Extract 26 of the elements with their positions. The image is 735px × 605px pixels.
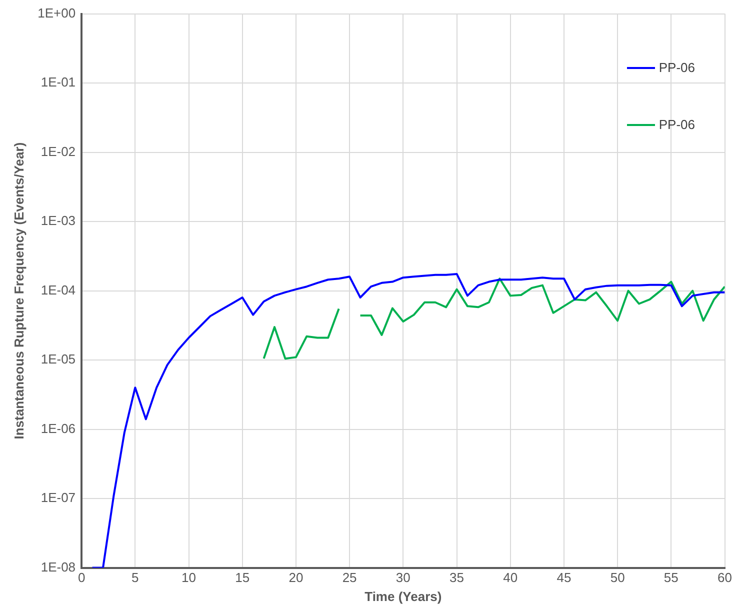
y-tick-label: 1E-03	[40, 213, 76, 228]
y-tick-label: 1E-07	[40, 490, 76, 506]
y-tick-label: 1E-05	[40, 352, 76, 367]
y-tick-label: 1E-06	[40, 420, 76, 436]
x-tick-label: 50	[610, 570, 625, 586]
legend-label: PP-06	[658, 60, 695, 75]
legend-label: PP-06	[658, 117, 695, 132]
y-tick-label: 1E-01	[40, 74, 76, 90]
x-tick-label: 40	[503, 570, 518, 586]
x-tick-label: 30	[396, 570, 410, 586]
x-tick-label: 60	[718, 570, 732, 586]
x-tick-label: 55	[664, 570, 678, 586]
x-tick-label: 45	[556, 570, 572, 586]
y-tick-label: 1E-08	[40, 559, 76, 574]
y-tick-label: 1E-04	[40, 282, 76, 298]
x-tick-label: 5	[132, 570, 139, 586]
x-tick-label: 15	[235, 570, 250, 586]
x-tick-label: 20	[288, 570, 304, 586]
x-axis-title: Time (Years)	[364, 588, 442, 604]
x-tick-label: 25	[342, 570, 357, 586]
x-tick-label: 0	[78, 570, 86, 586]
y-tick-label: 1E+00	[38, 5, 76, 20]
x-tick-label: 10	[182, 570, 196, 586]
y-tick-label: 1E-02	[40, 144, 76, 159]
x-tick-label: 35	[450, 570, 464, 586]
y-axis-title: Instantaneous Rupture Frequency (Events/Year)	[11, 142, 26, 440]
